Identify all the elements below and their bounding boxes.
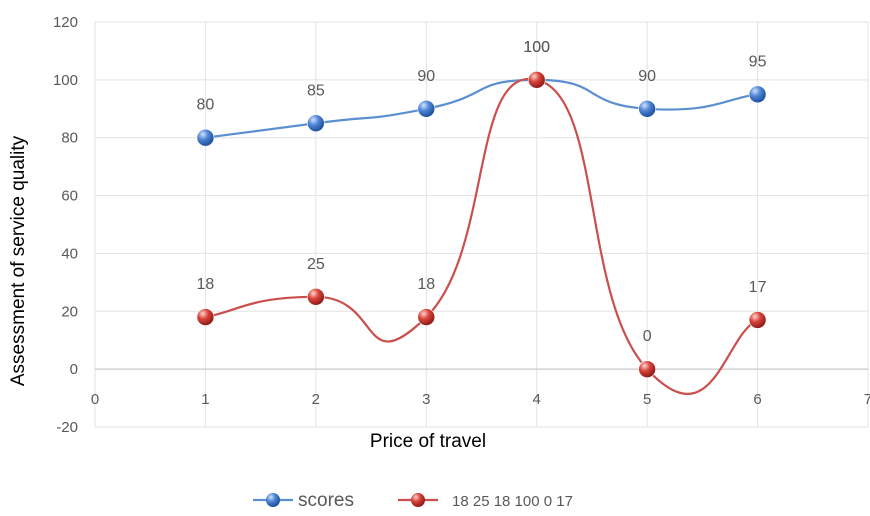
data-point bbox=[307, 114, 325, 133]
x-tick-label: 2 bbox=[312, 391, 320, 408]
series-layer bbox=[196, 71, 767, 396]
data-point bbox=[748, 311, 767, 329]
y-tick-label: 60 bbox=[61, 188, 78, 205]
data-label: 25 bbox=[307, 256, 325, 273]
x-tick-label: 5 bbox=[643, 391, 651, 408]
x-tick-label: 3 bbox=[422, 391, 430, 408]
legend-marker-2 bbox=[411, 493, 425, 507]
series-line-2 bbox=[205, 77, 759, 396]
y-axis-title: Assessment of service quality bbox=[8, 135, 29, 386]
data-label: 18 bbox=[417, 276, 435, 293]
data-label: 100 bbox=[523, 39, 550, 56]
data-label: 85 bbox=[307, 82, 325, 99]
x-tick-label: 7 bbox=[864, 391, 870, 408]
x-tick-label: 1 bbox=[201, 391, 209, 408]
legend-label-1: scores bbox=[298, 490, 354, 511]
legend: scores 18 25 18 100 0 17 bbox=[253, 490, 573, 511]
y-tick-label: 20 bbox=[61, 303, 78, 320]
data-label: 90 bbox=[638, 68, 656, 85]
data-label: 90 bbox=[417, 68, 435, 85]
x-tick-label: 4 bbox=[533, 391, 541, 408]
data-point bbox=[196, 308, 215, 326]
legend-label-2: 18 25 18 100 0 17 bbox=[452, 493, 573, 510]
data-label: 80 bbox=[197, 97, 215, 114]
data-label: 17 bbox=[749, 279, 767, 296]
y-tick-label: 80 bbox=[61, 130, 78, 147]
data-label: 95 bbox=[749, 53, 767, 70]
data-point bbox=[307, 288, 325, 306]
y-tick-label: 40 bbox=[61, 245, 78, 262]
data-point bbox=[196, 128, 215, 147]
gridlines bbox=[94, 21, 869, 428]
series-line-1 bbox=[205, 78, 758, 139]
x-axis-title: Price of travel bbox=[370, 431, 486, 452]
data-label: 18 bbox=[197, 276, 215, 293]
y-tick-label: 0 bbox=[70, 361, 78, 378]
data-point bbox=[527, 71, 546, 89]
data-point bbox=[417, 308, 436, 326]
data-label: 100 bbox=[523, 39, 550, 56]
data-point bbox=[417, 99, 436, 118]
data-point bbox=[748, 85, 767, 104]
y-tick-label: -20 bbox=[56, 419, 78, 436]
data-point bbox=[638, 360, 656, 378]
legend-marker-1 bbox=[266, 493, 280, 507]
y-tick-label: 120 bbox=[53, 14, 78, 31]
axes: -20 0 20 40 60 80 100 120 0 1 2 3 4 5 6 7 bbox=[53, 14, 870, 436]
x-tick-label: 0 bbox=[91, 391, 99, 408]
y-tick-label: 100 bbox=[53, 72, 78, 89]
x-tick-label: 6 bbox=[753, 391, 761, 408]
data-label: 0 bbox=[643, 328, 652, 345]
data-point bbox=[638, 99, 656, 118]
